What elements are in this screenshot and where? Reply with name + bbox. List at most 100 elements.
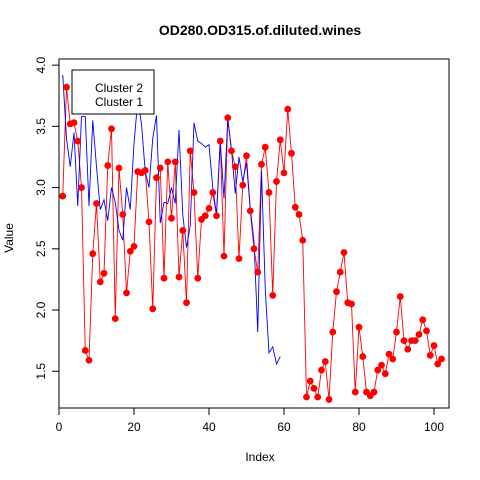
data-point-cluster-2 [412,337,419,344]
data-point-cluster-2 [284,106,291,113]
x-tick-label: 40 [202,420,216,434]
data-point-cluster-2 [183,299,190,306]
data-point-cluster-2 [318,367,325,374]
data-point-cluster-2 [131,243,138,250]
y-tick-label: 2.0 [34,301,48,318]
data-point-cluster-2 [97,278,104,285]
data-point-cluster-2 [296,211,303,218]
data-point-cluster-2 [232,163,239,170]
data-point-cluster-2 [307,378,314,385]
data-point-cluster-2 [123,289,130,296]
data-point-cluster-2 [149,305,156,312]
data-point-cluster-2 [326,396,333,403]
data-point-cluster-2 [404,346,411,353]
data-point-cluster-2 [228,147,235,154]
data-point-cluster-2 [224,114,231,121]
data-point-cluster-2 [86,357,93,364]
data-point-cluster-2 [168,215,175,222]
data-point-cluster-2 [311,385,318,392]
x-tick-label: 60 [277,420,291,434]
data-point-cluster-2 [202,212,209,219]
data-point-cluster-2 [382,370,389,377]
data-point-cluster-2 [322,358,329,365]
data-point-cluster-2 [63,84,70,91]
data-point-cluster-2 [172,158,179,165]
data-point-cluster-2 [356,324,363,331]
data-point-cluster-2 [299,237,306,244]
data-point-cluster-2 [209,189,216,196]
data-point-cluster-2 [247,207,254,214]
data-point-cluster-2 [108,125,115,132]
data-point-cluster-2 [416,331,423,338]
y-tick-label: 3.0 [34,179,48,196]
data-point-cluster-2 [78,184,85,191]
data-point-cluster-2 [206,205,213,212]
legend-entry-cluster-1: Cluster 1 [95,95,143,109]
x-tick-label: 100 [424,420,444,434]
data-point-cluster-2 [254,269,261,276]
x-tick-label: 20 [127,420,141,434]
data-point-cluster-2 [397,293,404,300]
data-point-cluster-2 [277,136,284,143]
data-point-cluster-2 [401,337,408,344]
data-point-cluster-2 [71,119,78,126]
data-point-cluster-2 [239,182,246,189]
data-point-cluster-2 [337,269,344,276]
data-point-cluster-2 [164,158,171,165]
data-point-cluster-2 [378,362,385,369]
data-point-cluster-2 [333,288,340,295]
data-point-cluster-2 [273,178,280,185]
data-point-cluster-2 [389,356,396,363]
data-point-cluster-2 [93,200,100,207]
data-point-cluster-2 [341,249,348,256]
data-point-cluster-2 [258,161,265,168]
data-point-cluster-2 [303,394,310,401]
y-tick-label: 1.5 [34,363,48,380]
data-point-cluster-2 [427,352,434,359]
data-point-cluster-2 [146,218,153,225]
data-point-cluster-2 [281,169,288,176]
data-point-cluster-2 [119,211,126,218]
y-axis-label: Value [2,223,16,253]
data-point-cluster-2 [82,347,89,354]
data-point-cluster-2 [104,162,111,169]
data-point-cluster-2 [142,167,149,174]
data-point-cluster-2 [266,189,273,196]
data-point-cluster-2 [194,275,201,282]
data-point-cluster-2 [74,138,81,145]
data-point-cluster-2 [329,329,336,336]
data-point-cluster-2 [243,152,250,159]
data-point-cluster-2 [236,255,243,262]
data-point-cluster-2 [431,342,438,349]
data-point-cluster-2 [438,356,445,363]
data-point-cluster-2 [371,389,378,396]
data-point-cluster-2 [116,165,123,172]
data-point-cluster-2 [89,250,96,257]
data-point-cluster-2 [161,275,168,282]
data-point-cluster-2 [288,150,295,157]
data-point-cluster-2 [179,227,186,234]
data-point-cluster-2 [262,144,269,151]
x-tick-label: 80 [352,420,366,434]
y-tick-label: 3.5 [34,118,48,135]
y-tick-label: 4.0 [34,56,48,73]
data-point-cluster-2 [217,138,224,145]
data-point-cluster-2 [419,316,426,323]
data-point-cluster-2 [153,174,160,181]
data-point-cluster-2 [314,394,321,401]
data-point-cluster-2 [213,212,220,219]
chart-title: OD280.OD315.of.diluted.wines [159,22,361,38]
legend-entry-cluster-2: Cluster 2 [95,81,143,95]
data-point-cluster-2 [112,315,119,322]
x-axis-label: Index [245,450,274,464]
data-point-cluster-2 [393,329,400,336]
data-point-cluster-2 [251,245,258,252]
data-point-cluster-2 [101,270,108,277]
data-point-cluster-2 [176,274,183,281]
data-point-cluster-2 [352,389,359,396]
x-tick-label: 0 [56,420,63,434]
data-point-cluster-2 [157,165,164,172]
data-point-cluster-2 [221,253,228,260]
data-point-cluster-2 [348,301,355,308]
